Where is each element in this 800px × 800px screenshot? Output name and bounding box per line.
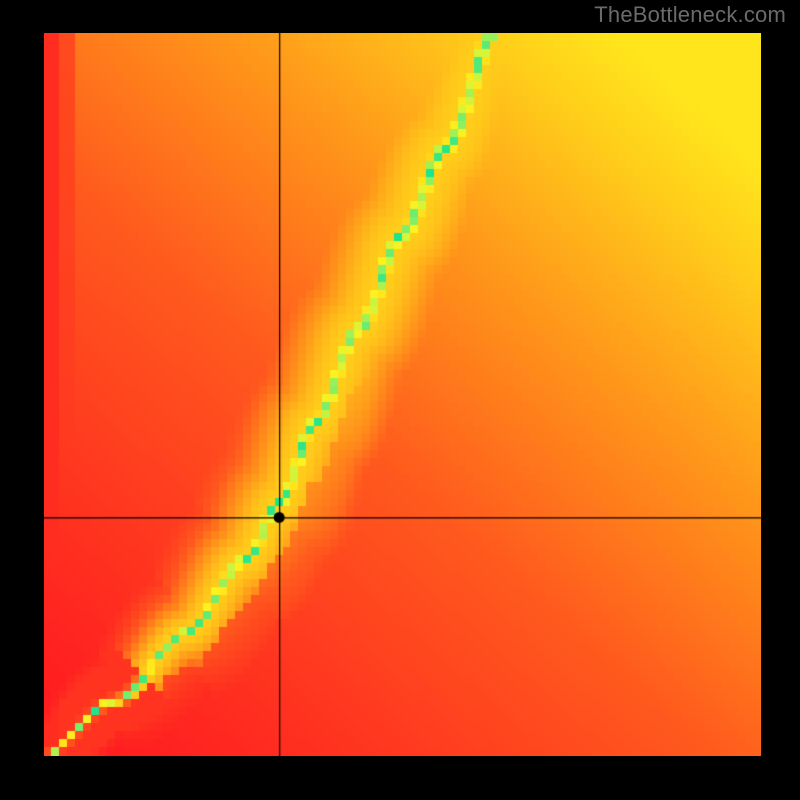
chart-container: TheBottleneck.com [0,0,800,800]
crosshair-overlay [44,33,761,756]
attribution-text: TheBottleneck.com [594,2,786,28]
